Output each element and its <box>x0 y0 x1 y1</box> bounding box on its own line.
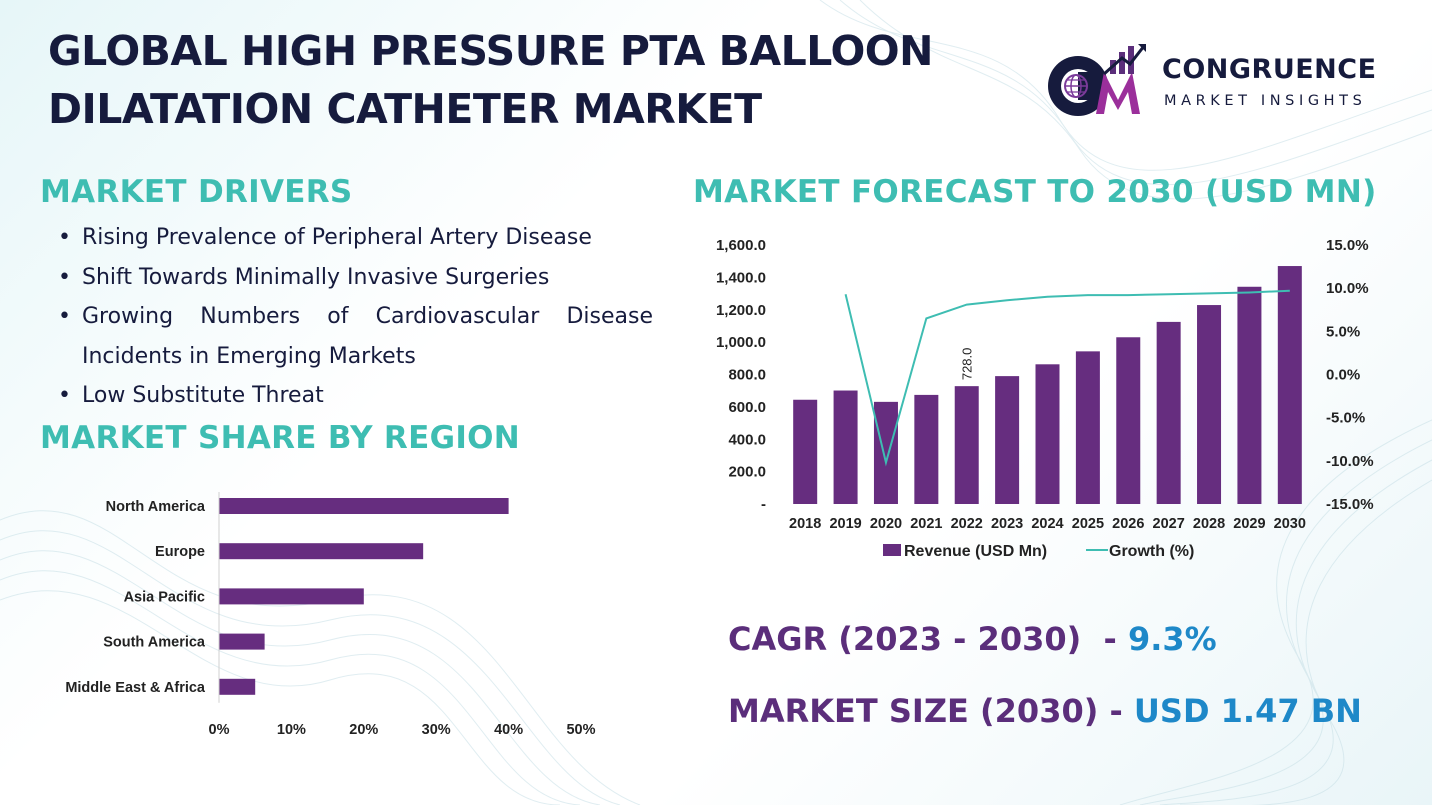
revenue-bar <box>1277 266 1302 504</box>
region-category-label: Europe <box>155 544 205 560</box>
revenue-bar <box>1197 305 1222 504</box>
revenue-bar <box>1035 364 1060 504</box>
region-x-tick-label: 30% <box>422 722 451 738</box>
cagr-stat: CAGR (2023 - 2030) - 9.3% <box>728 620 1217 658</box>
right-y-tick-label: -5.0% <box>1326 410 1365 427</box>
year-x-tick-label: 2025 <box>1072 516 1104 532</box>
year-x-tick-label: 2022 <box>951 516 983 532</box>
left-y-tick-label: 400.0 <box>728 431 766 448</box>
revenue-bar <box>954 386 979 504</box>
driver-item: • Shift Towards Minimally Invasive Surge… <box>58 258 653 298</box>
revenue-bar <box>833 390 858 504</box>
revenue-bar <box>1075 351 1100 504</box>
revenue-bar <box>873 401 898 504</box>
driver-text: Rising Prevalence of Peripheral Artery D… <box>82 225 592 250</box>
region-category-label: Middle East & Africa <box>65 680 206 696</box>
year-x-tick-label: 2023 <box>991 516 1023 532</box>
region-bar <box>219 543 424 560</box>
legend-revenue-swatch <box>883 544 901 556</box>
left-y-tick-label: 200.0 <box>728 464 766 481</box>
revenue-bar <box>793 399 818 504</box>
driver-item: • Growing Numbers of Cardiovascular Dise… <box>58 297 653 376</box>
region-x-tick-label: 10% <box>277 722 306 738</box>
left-y-tick-label: 1,600.0 <box>716 237 766 254</box>
region-category-label: North America <box>106 499 206 515</box>
logo-name: CONGRUENCE <box>1162 54 1377 85</box>
left-y-tick-label: 800.0 <box>728 367 766 384</box>
driver-item: • Rising Prevalence of Peripheral Artery… <box>58 218 653 258</box>
market-forecast-heading: MARKET FORECAST TO 2030 (USD MN) <box>693 174 1377 210</box>
left-y-tick-label: - <box>761 496 766 513</box>
market-size-separator: - <box>1098 692 1134 730</box>
driver-text: Shift Towards Minimally Invasive Surgeri… <box>82 264 550 290</box>
region-category-label: South America <box>103 635 206 651</box>
market-drivers-list: • Rising Prevalence of Peripheral Artery… <box>58 218 653 416</box>
revenue-bar <box>914 394 939 504</box>
cagr-label: CAGR (2023 - 2030) <box>728 620 1082 658</box>
left-y-tick-label: 600.0 <box>728 399 766 416</box>
legend-revenue-label: Revenue (USD Mn) <box>904 543 1047 560</box>
year-x-tick-label: 2020 <box>870 516 902 532</box>
driver-text: Low Substitute Threat <box>82 383 324 408</box>
left-y-tick-label: 1,000.0 <box>716 334 766 351</box>
cagr-separator: - <box>1081 620 1128 658</box>
left-y-tick-label: 1,400.0 <box>716 269 766 286</box>
region-bar <box>219 588 364 605</box>
right-y-tick-label: 0.0% <box>1326 367 1360 384</box>
year-x-tick-label: 2018 <box>789 516 821 532</box>
right-y-tick-label: 15.0% <box>1326 237 1369 254</box>
driver-text: Growing Numbers of Cardiovascular Diseas… <box>82 304 653 369</box>
region-bar <box>219 678 256 695</box>
region-share-chart: North America Europe Asia Pacific South Ame… <box>65 492 596 738</box>
year-x-tick-label: 2028 <box>1193 516 1225 532</box>
year-x-tick-label: 2030 <box>1274 516 1306 532</box>
logo-subtitle: MARKET INSIGHTS <box>1164 93 1367 109</box>
page-title-line-1: GLOBAL HIGH PRESSURE PTA BALLOON <box>48 27 933 75</box>
market-share-heading: MARKET SHARE BY REGION <box>40 420 521 456</box>
region-x-tick-label: 20% <box>349 722 378 738</box>
revenue-bar <box>1116 337 1141 504</box>
region-x-tick-label: 0% <box>209 722 230 738</box>
market-size-value: USD 1.47 BN <box>1133 692 1362 730</box>
left-y-tick-label: 1,200.0 <box>716 302 766 319</box>
revenue-bar <box>1237 286 1262 504</box>
right-y-tick-label: 5.0% <box>1326 323 1360 340</box>
bar-data-label: 728.0 <box>960 348 975 381</box>
region-x-tick-label: 50% <box>566 722 595 738</box>
growth-line <box>844 289 1290 467</box>
market-size-label: MARKET SIZE (2030) <box>728 692 1099 730</box>
region-category-label: Asia Pacific <box>124 589 205 605</box>
forecast-combo-chart: - 200.0 400.0 600.0 800.0 1,000.0 1,200.0 1,400… <box>716 237 1374 560</box>
year-x-tick-label: 2027 <box>1153 516 1185 532</box>
bullet-icon: • <box>58 383 71 408</box>
year-x-tick-label: 2019 <box>829 516 861 532</box>
revenue-bar <box>1156 321 1181 504</box>
year-x-tick-label: 2021 <box>910 516 942 532</box>
region-bar <box>219 498 509 514</box>
legend-growth-label: Growth (%) <box>1109 543 1194 560</box>
bullet-icon: • <box>58 264 71 290</box>
market-drivers-heading: MARKET DRIVERS <box>40 174 353 210</box>
bullet-icon: • <box>58 304 71 329</box>
page-title-line-2: DILATATION CATHETER MARKET <box>48 85 762 133</box>
cm-monogram-icon <box>1048 44 1146 116</box>
cagr-value: 9.3% <box>1127 620 1217 658</box>
bullet-icon: • <box>58 225 71 250</box>
driver-item: • Low Substitute Threat <box>58 376 653 416</box>
revenue-bar <box>995 376 1020 504</box>
year-x-tick-label: 2024 <box>1031 516 1063 532</box>
right-y-tick-label: -10.0% <box>1326 453 1374 470</box>
market-size-stat: MARKET SIZE (2030) - USD 1.47 BN <box>728 692 1362 730</box>
right-y-tick-label: 10.0% <box>1326 280 1369 297</box>
year-x-tick-label: 2029 <box>1233 516 1265 532</box>
region-x-tick-label: 40% <box>494 722 523 738</box>
right-y-tick-label: -15.0% <box>1326 496 1374 513</box>
page-title: GLOBAL HIGH PRESSURE PTA BALLOON DILATAT… <box>48 22 1048 138</box>
region-bar <box>219 633 265 650</box>
year-x-tick-label: 2026 <box>1112 516 1144 532</box>
company-logo: CONGRUENCE MARKET INSIGHTS <box>1046 42 1396 122</box>
